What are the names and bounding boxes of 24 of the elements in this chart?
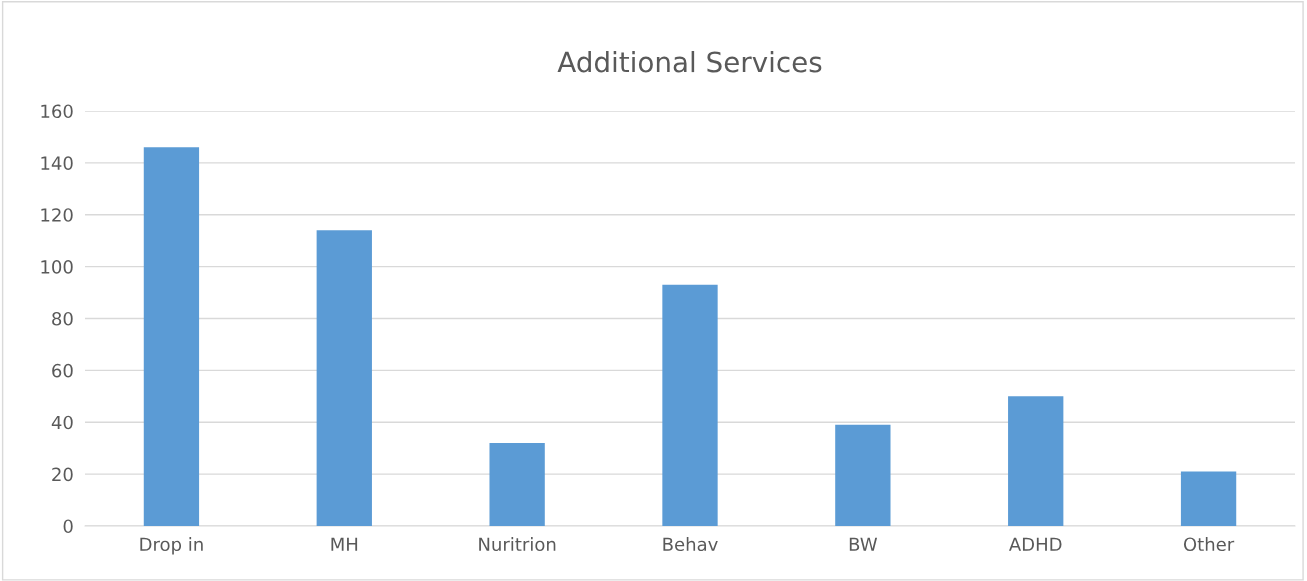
x-tick-label: Nuritrion xyxy=(479,537,556,552)
y-tick-label: 160 xyxy=(41,104,73,119)
x-tick-label: Drop in xyxy=(140,537,203,555)
x-tick-label: Other xyxy=(1183,537,1235,552)
x-tick-label: Behav xyxy=(663,537,718,552)
bar xyxy=(835,424,891,526)
y-tick-label: 40 xyxy=(51,415,73,430)
x-tick-label: ADHD xyxy=(1008,537,1062,551)
y-tick-label: 100 xyxy=(41,260,73,274)
bar xyxy=(1008,396,1064,526)
bar xyxy=(662,284,718,526)
bar xyxy=(316,230,372,526)
chart-title: Additional Services xyxy=(557,51,822,73)
y-tick-label: 120 xyxy=(41,208,73,222)
y-tick-label: 140 xyxy=(41,156,73,170)
y-tick-label: 20 xyxy=(52,467,73,482)
bar xyxy=(1180,471,1237,526)
y-tick-label: 0 xyxy=(63,519,73,534)
y-tick-label: 60 xyxy=(52,363,73,378)
bar xyxy=(489,443,545,526)
bar xyxy=(143,147,200,526)
x-tick-label: BW xyxy=(849,537,878,551)
x-tick-label: MH xyxy=(331,537,358,551)
y-tick-label: 80 xyxy=(52,311,73,326)
